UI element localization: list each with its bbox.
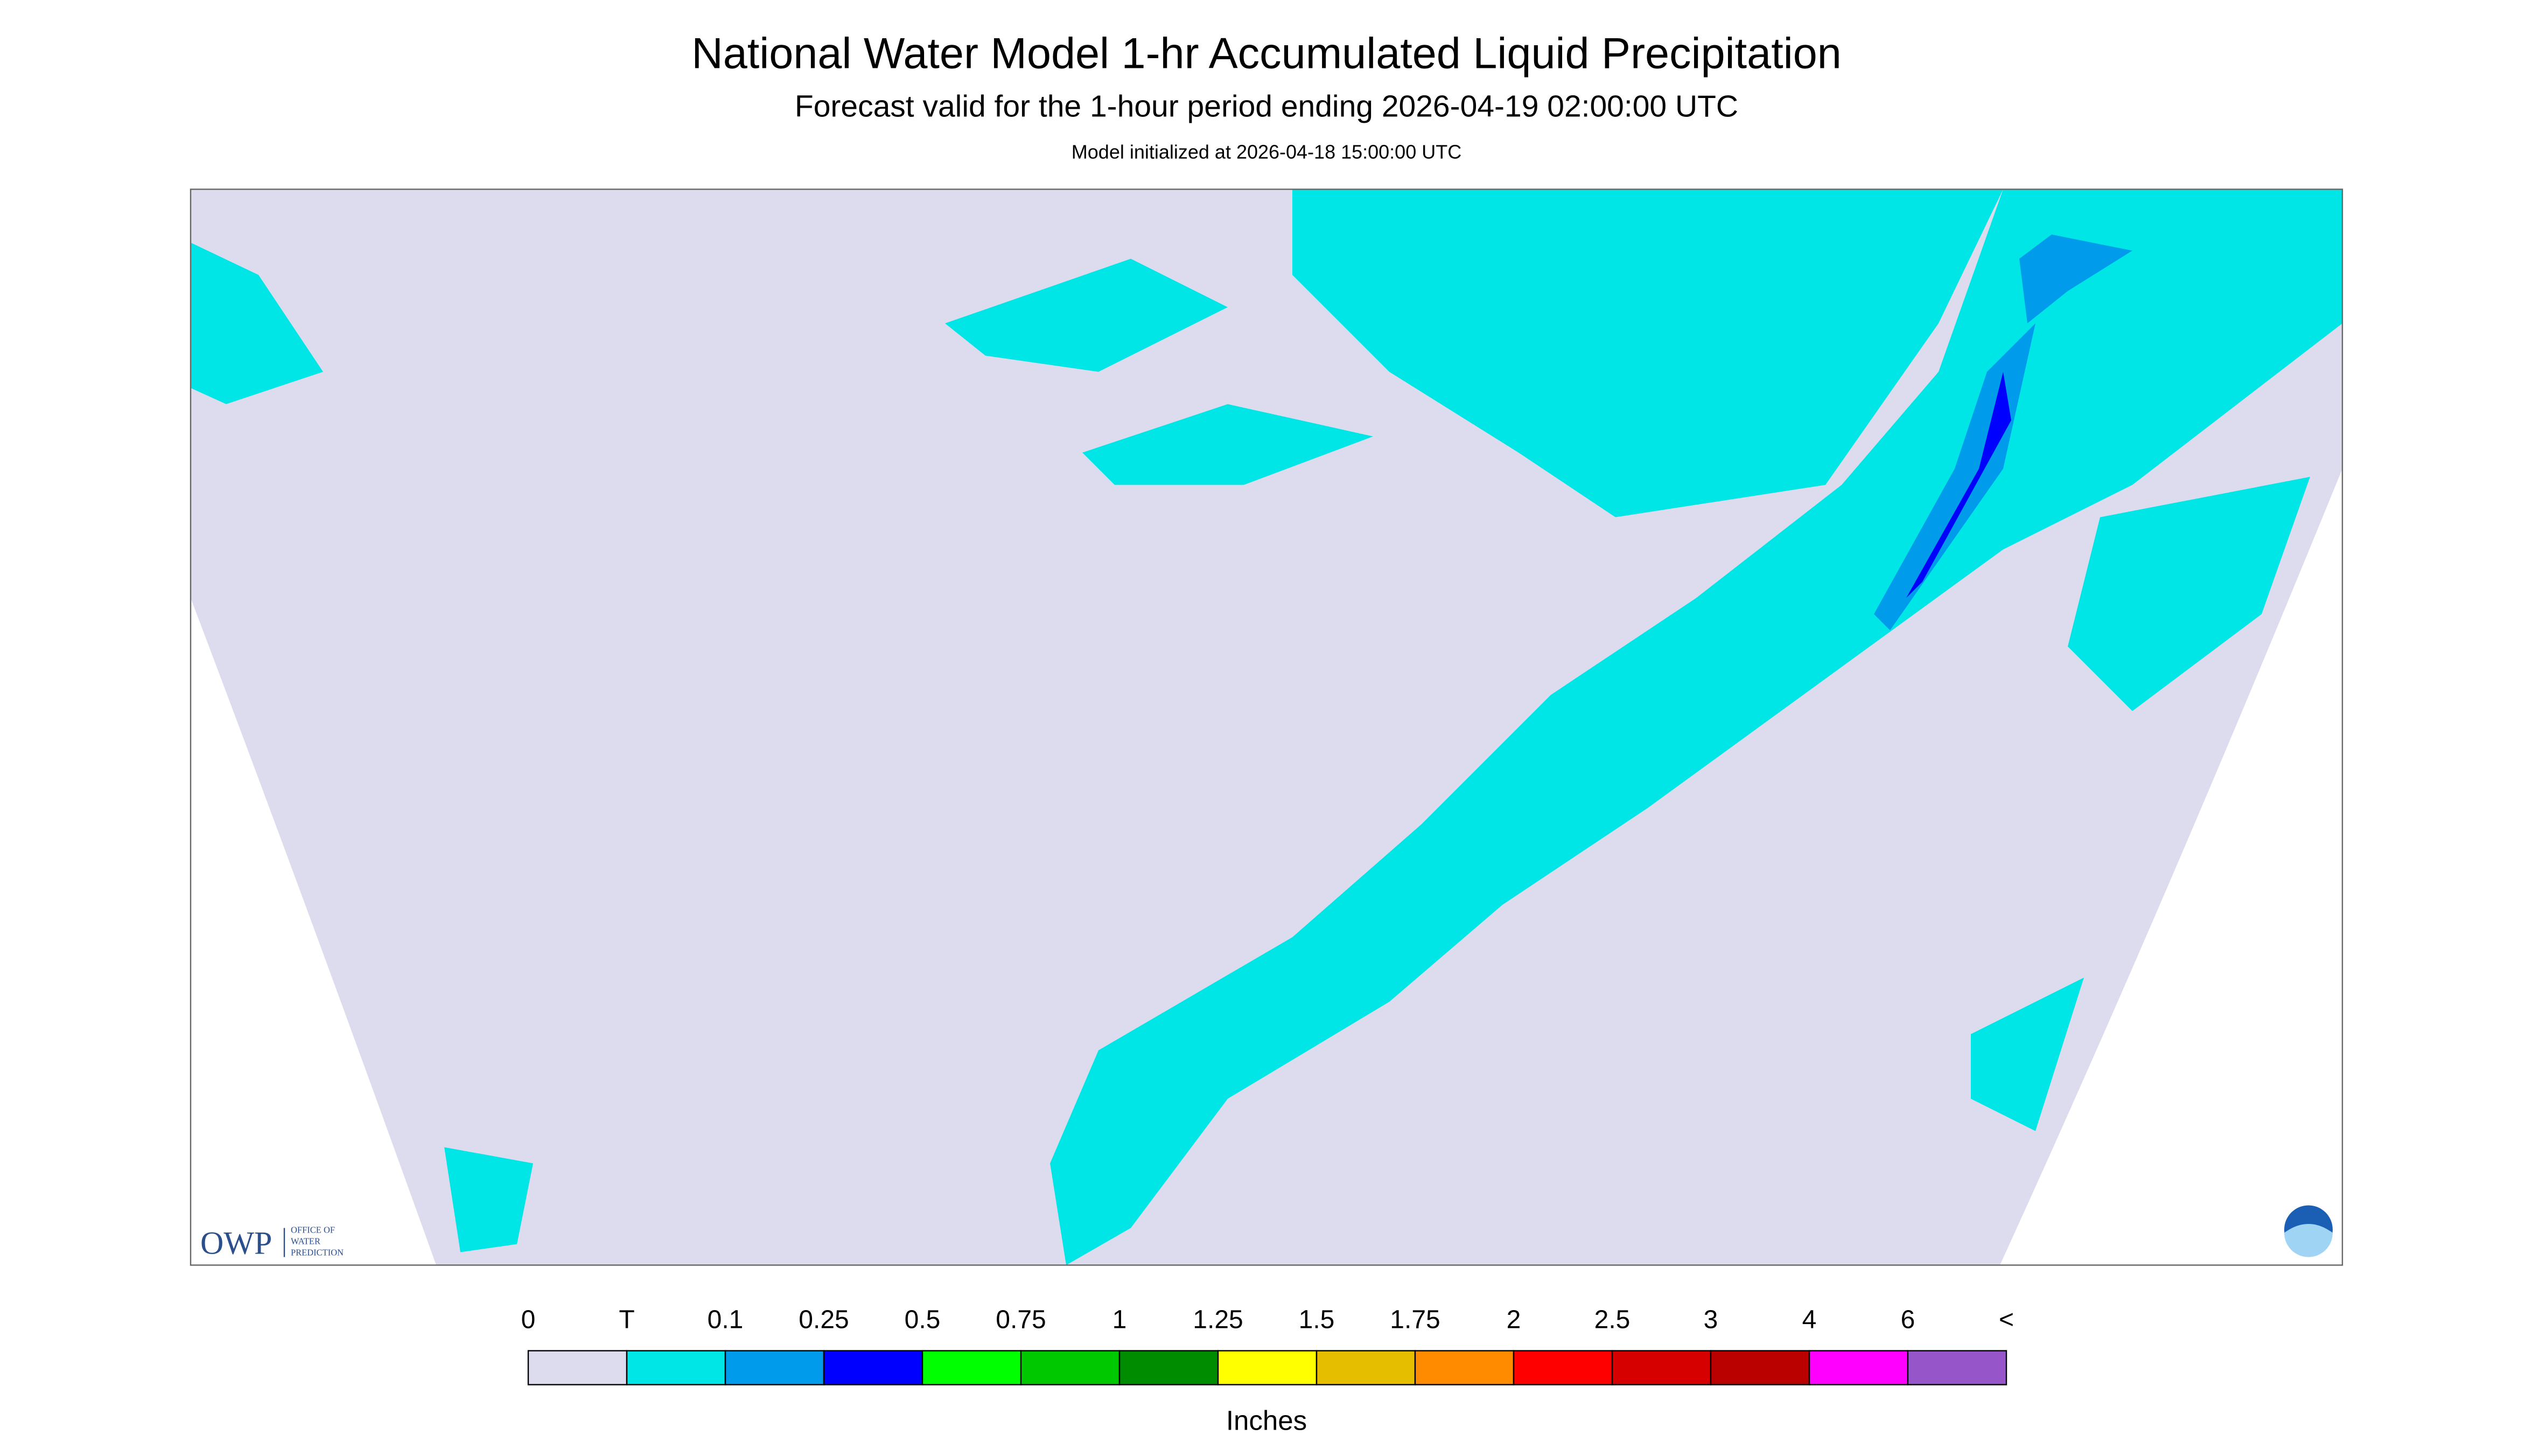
init-time: Model initialized at 2026-04-18 15:00:00… [1072, 141, 1461, 163]
colorbar-label: 4 [1802, 1306, 1817, 1334]
colorbar-label: 3 [1704, 1306, 1718, 1334]
colorbar-swatch [1118, 1350, 1219, 1385]
owp-logo: OWP [200, 1226, 272, 1261]
colorbar-label: 0.75 [996, 1306, 1046, 1334]
colorbar-label: 1.25 [1193, 1306, 1243, 1334]
colorbar-swatch [1020, 1350, 1121, 1385]
office-line: OFFICE OF [291, 1225, 335, 1235]
precip-trace [191, 189, 2342, 1265]
subtitle: Forecast valid for the 1-hour period end… [795, 89, 1738, 124]
colorbar-swatch [1808, 1350, 1909, 1385]
map-outside-right [2000, 468, 2342, 1265]
colorbar-label: 2.5 [1594, 1306, 1631, 1334]
colorbar-label: 2 [1507, 1306, 1521, 1334]
colorbar-swatch [527, 1350, 628, 1385]
colorbar-swatch [1710, 1350, 1810, 1385]
colorbar-label: < [1999, 1306, 2014, 1334]
colorbar-label: 0.1 [708, 1306, 744, 1334]
colorbar-swatch [823, 1350, 923, 1385]
colorbar-units: Inches [1226, 1405, 1307, 1436]
colorbar-label: 0.5 [905, 1306, 941, 1334]
colorbar-label: 1.5 [1299, 1306, 1335, 1334]
precip-moderate [1906, 372, 2011, 598]
colorbar-label: 0 [521, 1306, 536, 1334]
colorbar-swatch [1316, 1350, 1416, 1385]
title: National Water Model 1-hr Accumulated Li… [691, 30, 1842, 78]
office-line: PREDICTION [291, 1248, 344, 1258]
colorbar-swatch [1217, 1350, 1318, 1385]
colorbar-swatch [1513, 1350, 1613, 1385]
map-frame [190, 188, 2343, 1266]
map-outside-left [191, 598, 436, 1265]
colorbar-label: 6 [1901, 1306, 1915, 1334]
noaa-logo-wave [2284, 1224, 2333, 1257]
colorbar-swatch [626, 1350, 726, 1385]
map: OWP OFFICE OF WATER PREDICTION [190, 188, 2343, 1266]
colorbar-label: T [619, 1306, 634, 1334]
colorbar-label: 1 [1112, 1306, 1127, 1334]
colorbar-swatch [1611, 1350, 1712, 1385]
precip-light [1874, 234, 2132, 631]
office-line: WATER [291, 1236, 320, 1247]
colorbar-label: 1.75 [1390, 1306, 1440, 1334]
colorbar-swatch [1907, 1350, 2007, 1385]
colorbar: 0 T 0.1 0.25 0.5 0.75 1 1.25 1.5 1.75 2 2.5 3 4 6 < [521, 1306, 2014, 1385]
colorbar-swatch [1414, 1350, 1515, 1385]
colorbar-swatch [724, 1350, 825, 1385]
colorbar-swatch [921, 1350, 1022, 1385]
colorbar-label: 0.25 [799, 1306, 849, 1334]
